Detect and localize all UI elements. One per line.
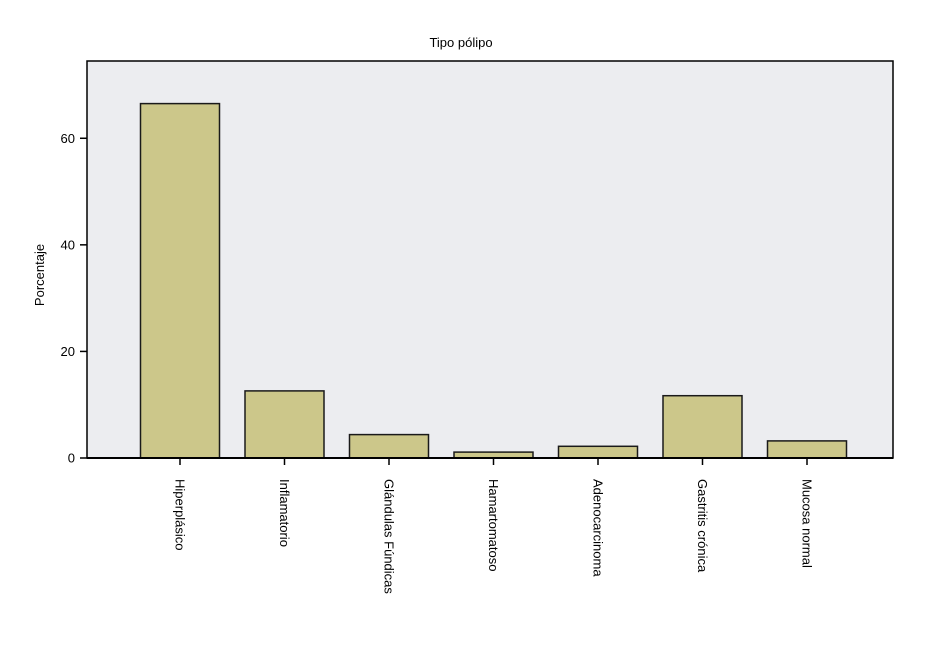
bar-2 [348,433,430,459]
bar-4 [557,445,639,459]
x-tick-label-1: Inflamatorio [277,479,292,547]
bar-5 [662,394,743,459]
chart-title: Tipo pólipo [429,35,492,50]
x-tick-label-6: Mucosa normal [800,479,815,568]
y-tick-label-1: 20 [61,344,75,359]
plot-area [86,60,894,459]
bar-1 [244,390,325,459]
y-axis-label: Porcentaje [32,244,47,306]
x-tick-label-4: Adenocarcinoma [591,479,606,577]
bar-6 [766,440,848,459]
y-tick-label-2: 40 [61,237,75,252]
x-tick-label-2: Glándulas Fúndicas [382,479,397,594]
x-tick-label-5: Gastritis crónica [695,479,710,573]
x-tick-label-0: Hiperplásico [173,479,188,551]
x-tick-label-3: Hamartomatoso [486,479,501,571]
y-tick-label-3: 60 [61,131,75,146]
bar-0 [139,102,221,459]
y-tick-label-0: 0 [68,451,75,466]
